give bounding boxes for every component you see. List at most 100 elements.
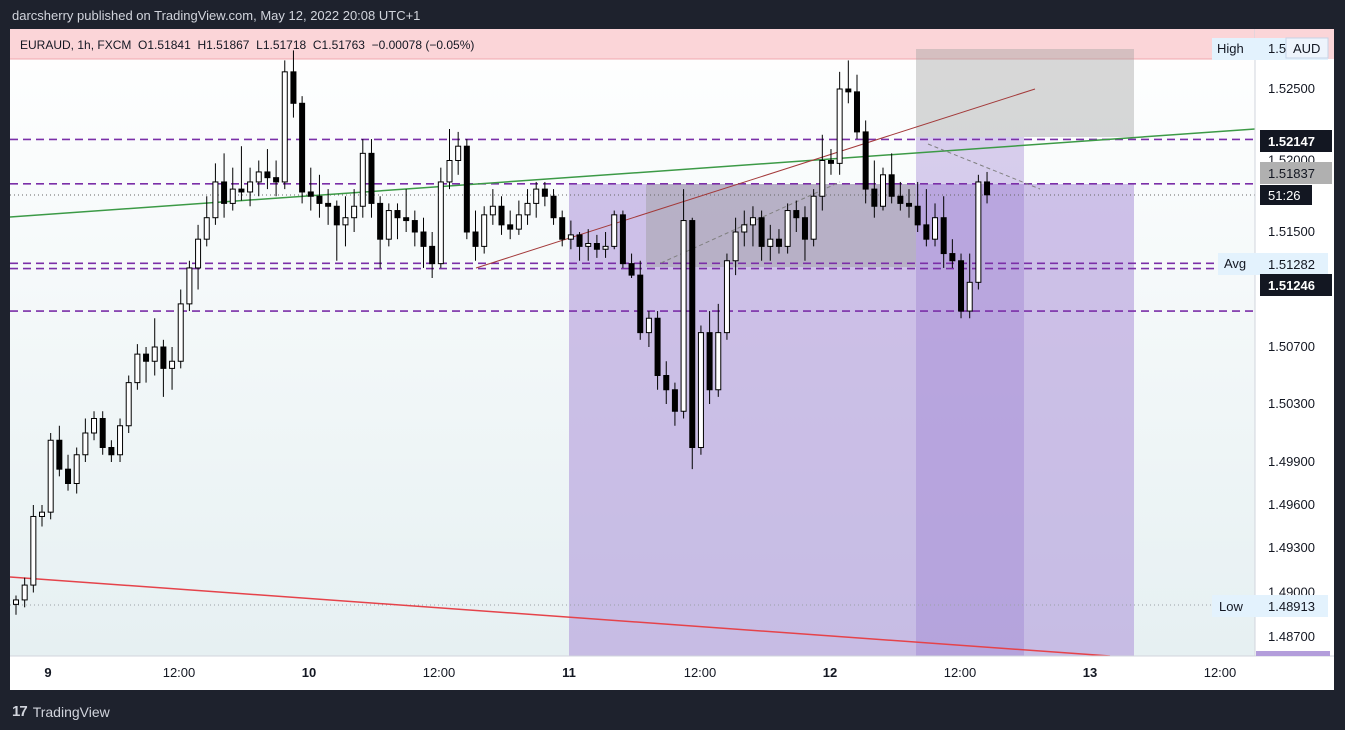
candle: [507, 210, 514, 240]
candle-body: [82, 432, 89, 456]
candle: [151, 318, 158, 376]
candles-group: [13, 50, 991, 615]
candle: [637, 260, 644, 340]
currency-label[interactable]: AUD: [1293, 41, 1320, 56]
candle: [394, 203, 401, 240]
price-tick-label: 1.49300: [1268, 540, 1315, 555]
time-axis[interactable]: [10, 656, 1334, 690]
candle-body: [845, 88, 852, 93]
tradingview-brand-text: TradingView: [32, 703, 110, 720]
candle: [515, 200, 522, 235]
time-axis-label: 12:00: [1204, 665, 1237, 680]
candle: [39, 505, 46, 527]
candle: [593, 234, 600, 258]
candle-body: [39, 511, 46, 517]
candle-body: [715, 332, 722, 391]
candle-body: [914, 205, 921, 226]
candle: [741, 210, 748, 247]
candle-body: [671, 389, 678, 412]
grey-zone-top: [916, 49, 1134, 137]
candle: [186, 260, 193, 312]
candle: [307, 167, 314, 211]
tradingview-logo-icon: 17: [12, 703, 28, 720]
candle-body: [351, 205, 358, 219]
candle-body: [56, 439, 63, 470]
candle: [966, 253, 973, 319]
candle-body: [13, 599, 19, 605]
candle: [429, 232, 436, 278]
candle: [255, 160, 262, 197]
candle: [481, 206, 488, 254]
candle: [611, 210, 618, 250]
candle-body: [628, 263, 635, 276]
candle-body: [932, 217, 939, 240]
red-trendline[interactable]: [10, 576, 1111, 657]
candle: [645, 311, 652, 347]
candle: [689, 217, 696, 470]
candle: [923, 189, 930, 247]
candle: [82, 418, 89, 462]
candle-body: [186, 267, 193, 305]
symbol-name[interactable]: EURAUD: [20, 38, 71, 52]
candle: [411, 210, 418, 247]
candle-body: [611, 214, 618, 247]
candle-body: [550, 195, 557, 219]
candle: [801, 206, 808, 261]
candle: [177, 289, 184, 369]
candle-body: [221, 181, 228, 204]
level-3-value: 1.51246: [1268, 278, 1315, 293]
time-labels: 9 12:00 10 12:00 11 12:00 12 12:00 13 12:00: [44, 665, 1236, 680]
candle: [377, 196, 384, 268]
candle-body: [411, 220, 418, 233]
tradingview-brand[interactable]: 17 TradingView: [12, 703, 110, 720]
ohlc-low: L1.51718: [256, 38, 307, 52]
low-tag: Low: [1219, 599, 1243, 614]
candle-body: [498, 205, 505, 226]
price-chart-svg[interactable]: 1.490001.520001.527671.525001.515001.507…: [10, 29, 1334, 690]
chart-pane[interactable]: 1.490001.520001.527671.525001.515001.507…: [10, 29, 1334, 690]
ohlc-high: H1.51867: [197, 38, 250, 52]
candle-body: [689, 220, 696, 448]
candle-body: [801, 217, 808, 240]
candle-body: [73, 454, 80, 484]
candle-body: [680, 220, 687, 412]
candle-body: [853, 91, 860, 133]
dashed-projection-2: [927, 143, 1041, 190]
currency-box[interactable]: [1285, 37, 1329, 59]
ohlc-open: O1.51841: [138, 38, 191, 52]
candle: [576, 232, 583, 261]
candle: [836, 71, 843, 175]
candle-body: [195, 238, 202, 269]
candle-body: [177, 303, 184, 362]
candle: [368, 139, 375, 218]
candle-body: [966, 281, 973, 312]
candle: [91, 411, 98, 441]
price-tick-label: 1.48700: [1268, 629, 1315, 644]
candle: [160, 339, 167, 397]
price-tick-label: 1.50300: [1268, 396, 1315, 411]
high-tag: High: [1217, 41, 1244, 56]
candle-body: [758, 217, 765, 247]
candle-body: [663, 375, 670, 391]
symbol-legend[interactable]: EURAUD, 1h, FXCM O1.51841 H1.51867 L1.51…: [20, 38, 475, 52]
candle: [732, 217, 739, 276]
candle-body: [47, 439, 54, 513]
candle-body: [732, 231, 739, 262]
candle: [767, 224, 774, 261]
candle-body: [567, 234, 574, 240]
candle-body: [125, 382, 132, 427]
symbol-exchange: FXCM: [97, 38, 132, 52]
candle-body: [169, 360, 176, 369]
candle-body: [489, 205, 496, 216]
candle: [550, 189, 557, 225]
candle-body: [507, 224, 514, 230]
purple-zone-2: [916, 137, 1024, 656]
candle: [619, 210, 626, 268]
level-2-box: [1260, 162, 1332, 184]
candle-body: [455, 145, 462, 161]
publisher-header: darcsherry published on TradingView.com,…: [12, 8, 421, 23]
candle: [143, 347, 150, 383]
price-tick-label: 1.49600: [1268, 497, 1315, 512]
candle-body: [429, 245, 436, 265]
candle: [758, 210, 765, 261]
